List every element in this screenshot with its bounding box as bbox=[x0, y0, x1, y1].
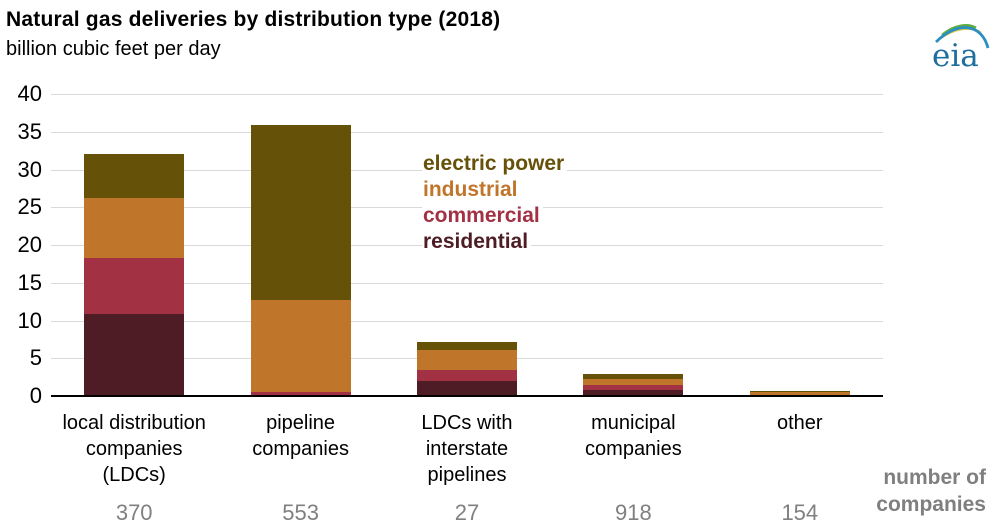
x-label-line: other bbox=[777, 412, 823, 434]
eia-logo-graphic: eia bbox=[932, 24, 990, 74]
eia-logo: eia bbox=[926, 18, 996, 74]
bar-segment-industrial bbox=[250, 300, 351, 393]
bar-segment-industrial bbox=[583, 378, 684, 385]
eia-logo-text: eia bbox=[932, 38, 979, 74]
bar-segment-residential bbox=[84, 313, 185, 396]
bar-segment-commercial bbox=[417, 370, 517, 381]
y-tick-25: 25 bbox=[17, 194, 42, 220]
x-label-1: local distribution companies (LDCs) bbox=[49, 410, 219, 488]
y-tick-40: 40 bbox=[17, 81, 42, 106]
bar-pipeline-companies bbox=[250, 124, 351, 396]
gridline-35 bbox=[51, 131, 883, 133]
y-tick-30: 30 bbox=[17, 156, 42, 182]
bar-segment-electric-power bbox=[84, 154, 185, 199]
bar-segment-industrial bbox=[84, 198, 185, 258]
x-label-line: companies bbox=[585, 438, 682, 460]
bar-segment-commercial bbox=[583, 384, 684, 390]
number-of-companies-label: number of companies bbox=[876, 464, 986, 518]
y-tick-5: 5 bbox=[29, 345, 42, 371]
y-axis: 0 5 10 15 20 25 30 35 40 bbox=[0, 81, 42, 408]
bar-segment-residential bbox=[583, 389, 684, 396]
y-tick-10: 10 bbox=[17, 307, 42, 333]
legend-item-industrial: industrial bbox=[422, 177, 521, 203]
bar-segment-commercial bbox=[84, 257, 185, 314]
x-label-line: municipal bbox=[591, 412, 676, 434]
chart-legend: electric power industrial commercial reside… bbox=[422, 151, 568, 255]
y-tick-35: 35 bbox=[17, 118, 42, 144]
company-count-4: 918 bbox=[615, 500, 652, 525]
bar-segment-electric-power bbox=[583, 374, 684, 379]
x-label-3: LDCs with interstate pipelines bbox=[382, 410, 552, 488]
y-tick-20: 20 bbox=[17, 232, 42, 257]
chart-title: Natural gas deliveries by distribution t… bbox=[6, 8, 501, 31]
x-label-2: pipeline companies bbox=[216, 410, 386, 462]
legend-item-commercial: commercial bbox=[422, 203, 543, 229]
x-label-line: interstate bbox=[425, 438, 509, 460]
x-label-line: local distribution bbox=[62, 412, 206, 434]
company-count-1: 370 bbox=[115, 500, 153, 525]
x-label-4: municipal companies bbox=[548, 410, 718, 462]
company-count-3: 27 bbox=[454, 500, 480, 525]
x-label-line: companies bbox=[252, 438, 349, 460]
legend-item-electric-power: electric power bbox=[422, 151, 568, 177]
x-label-line: (LDCs) bbox=[102, 464, 166, 486]
bar-segment-electric-power bbox=[749, 390, 850, 392]
x-label-line: companies bbox=[85, 438, 183, 460]
bar-segment-electric-power bbox=[250, 124, 351, 301]
x-label-line: pipeline bbox=[266, 412, 336, 434]
x-label-5: other bbox=[715, 410, 885, 436]
company-count-2: 553 bbox=[282, 500, 319, 525]
bar-segment-industrial bbox=[417, 349, 517, 371]
chart-subtitle: billion cubic feet per day bbox=[6, 38, 221, 60]
x-label-line: LDCs with bbox=[421, 412, 513, 434]
bar-segment-residential bbox=[417, 380, 517, 396]
bar-segment-commercial bbox=[250, 392, 351, 395]
x-label-line: pipelines bbox=[427, 464, 507, 486]
company-count-5: 154 bbox=[781, 500, 819, 525]
legend-item-residential: residential bbox=[422, 229, 532, 255]
gridline-10 bbox=[51, 320, 883, 322]
gridline-15 bbox=[51, 282, 883, 284]
number-of-companies-line2: companies bbox=[876, 493, 986, 516]
bar-municipal-companies bbox=[583, 374, 684, 396]
y-tick-15: 15 bbox=[17, 269, 42, 295]
bar-ldcs-with-interstate-pipelines bbox=[417, 342, 517, 396]
bar-local-distribution-companies-ldcs- bbox=[84, 154, 185, 396]
bar-segment-industrial bbox=[749, 391, 850, 395]
number-of-companies-line1: number of bbox=[883, 466, 986, 489]
gridline-40 bbox=[51, 94, 883, 95]
plot-area bbox=[51, 94, 883, 397]
x-axis-line bbox=[51, 395, 883, 397]
bar-segment-electric-power bbox=[417, 342, 517, 350]
y-tick-0: 0 bbox=[29, 383, 42, 408]
